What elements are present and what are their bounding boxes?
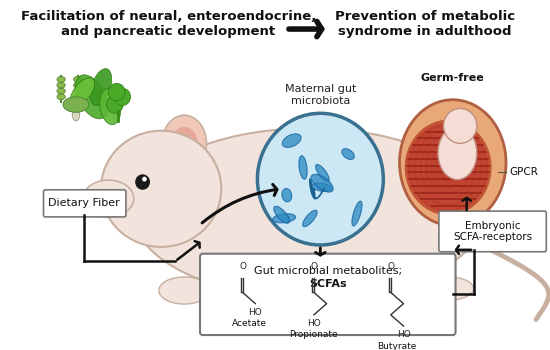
Ellipse shape xyxy=(352,201,362,226)
Ellipse shape xyxy=(408,123,489,212)
Circle shape xyxy=(142,177,147,182)
Ellipse shape xyxy=(72,107,80,121)
Text: Butyrate: Butyrate xyxy=(377,342,417,350)
FancyBboxPatch shape xyxy=(200,254,455,335)
Ellipse shape xyxy=(74,94,82,100)
Text: HO: HO xyxy=(307,319,321,328)
Text: Maternal gut
microbiota: Maternal gut microbiota xyxy=(285,84,356,106)
Ellipse shape xyxy=(406,121,490,214)
Ellipse shape xyxy=(101,131,221,247)
Ellipse shape xyxy=(70,78,95,106)
Ellipse shape xyxy=(299,156,307,179)
Ellipse shape xyxy=(311,174,333,192)
Text: Germ-free: Germ-free xyxy=(421,73,485,83)
Ellipse shape xyxy=(90,69,112,106)
FancyBboxPatch shape xyxy=(43,190,126,217)
Ellipse shape xyxy=(57,77,65,82)
Ellipse shape xyxy=(170,127,198,164)
Ellipse shape xyxy=(274,206,289,223)
Text: Propionate: Propionate xyxy=(289,330,338,340)
Ellipse shape xyxy=(100,88,120,125)
Text: O: O xyxy=(239,262,246,271)
Ellipse shape xyxy=(133,128,485,298)
Ellipse shape xyxy=(355,283,411,308)
Ellipse shape xyxy=(162,115,206,172)
Text: Prevention of metabolic
syndrome in adulthood: Prevention of metabolic syndrome in adul… xyxy=(335,10,515,38)
Ellipse shape xyxy=(57,94,65,100)
Text: HO: HO xyxy=(397,330,410,339)
Ellipse shape xyxy=(423,277,474,300)
Circle shape xyxy=(108,83,125,101)
Ellipse shape xyxy=(273,214,295,223)
Text: O: O xyxy=(387,262,394,271)
Ellipse shape xyxy=(342,149,354,160)
Ellipse shape xyxy=(74,88,82,94)
Ellipse shape xyxy=(282,134,301,147)
Ellipse shape xyxy=(282,189,292,202)
Ellipse shape xyxy=(74,77,82,82)
Ellipse shape xyxy=(316,164,329,182)
Text: Embryonic
SCFA-receptors: Embryonic SCFA-receptors xyxy=(453,220,532,242)
Ellipse shape xyxy=(184,160,258,247)
Ellipse shape xyxy=(312,183,332,191)
Ellipse shape xyxy=(438,126,477,180)
Circle shape xyxy=(257,113,383,245)
Circle shape xyxy=(135,174,150,190)
Circle shape xyxy=(84,194,92,203)
Circle shape xyxy=(107,96,123,113)
Ellipse shape xyxy=(63,97,89,112)
Text: Acetate: Acetate xyxy=(232,319,266,328)
Ellipse shape xyxy=(57,82,65,88)
Text: Dietary Fiber: Dietary Fiber xyxy=(48,198,120,208)
Text: SCFAs: SCFAs xyxy=(309,279,346,289)
Text: O: O xyxy=(310,262,317,271)
Ellipse shape xyxy=(57,88,65,94)
Text: GPCR: GPCR xyxy=(509,167,538,177)
Text: Facilitation of neural, enteroendocrine,
and pancreatic development: Facilitation of neural, enteroendocrine,… xyxy=(21,10,316,38)
Circle shape xyxy=(114,88,130,106)
Text: HO: HO xyxy=(249,308,262,316)
Ellipse shape xyxy=(399,100,506,226)
Ellipse shape xyxy=(75,75,108,119)
Ellipse shape xyxy=(230,287,277,310)
Ellipse shape xyxy=(159,277,210,304)
Ellipse shape xyxy=(74,82,82,88)
FancyBboxPatch shape xyxy=(439,211,546,252)
Circle shape xyxy=(443,108,477,143)
Ellipse shape xyxy=(83,180,134,217)
Text: Gut microbial metabolites;: Gut microbial metabolites; xyxy=(254,266,402,276)
Ellipse shape xyxy=(302,210,317,227)
